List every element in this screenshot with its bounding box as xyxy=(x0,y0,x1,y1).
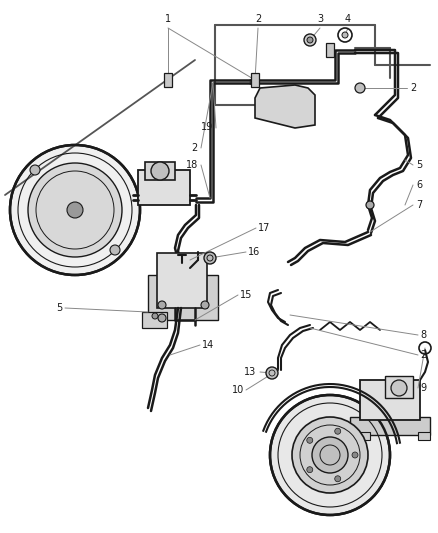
Circle shape xyxy=(292,417,368,493)
Text: 16: 16 xyxy=(248,247,260,257)
Circle shape xyxy=(201,301,209,309)
Circle shape xyxy=(312,437,348,473)
Circle shape xyxy=(366,201,374,209)
Circle shape xyxy=(342,32,348,38)
Circle shape xyxy=(335,428,341,434)
FancyBboxPatch shape xyxy=(142,312,167,328)
Circle shape xyxy=(158,314,166,322)
Circle shape xyxy=(158,301,166,309)
Text: 9: 9 xyxy=(420,383,426,393)
Text: 13: 13 xyxy=(244,367,256,377)
Text: 2: 2 xyxy=(255,14,261,24)
Text: 15: 15 xyxy=(240,290,252,300)
Polygon shape xyxy=(255,85,315,128)
Text: 5: 5 xyxy=(416,160,422,170)
Text: 6: 6 xyxy=(416,180,422,190)
Circle shape xyxy=(307,437,313,443)
Circle shape xyxy=(152,313,158,319)
FancyBboxPatch shape xyxy=(418,432,430,440)
Text: 1: 1 xyxy=(165,14,171,24)
Circle shape xyxy=(10,145,140,275)
Circle shape xyxy=(335,476,341,482)
Bar xyxy=(164,73,172,87)
FancyBboxPatch shape xyxy=(148,275,218,320)
Circle shape xyxy=(304,34,316,46)
Circle shape xyxy=(266,367,278,379)
Text: 17: 17 xyxy=(258,223,270,233)
FancyBboxPatch shape xyxy=(360,380,420,420)
FancyBboxPatch shape xyxy=(350,417,430,435)
Text: 18: 18 xyxy=(186,160,198,170)
FancyBboxPatch shape xyxy=(157,253,207,308)
Circle shape xyxy=(110,245,120,255)
Text: 2: 2 xyxy=(410,83,416,93)
Text: 14: 14 xyxy=(202,340,214,350)
Circle shape xyxy=(151,162,169,180)
Text: 4: 4 xyxy=(345,14,351,24)
Text: 2: 2 xyxy=(192,143,198,153)
Text: 5: 5 xyxy=(56,303,62,313)
Circle shape xyxy=(391,380,407,396)
Circle shape xyxy=(28,163,122,257)
Circle shape xyxy=(270,395,390,515)
Circle shape xyxy=(307,467,313,473)
FancyBboxPatch shape xyxy=(138,170,190,205)
FancyBboxPatch shape xyxy=(358,432,370,440)
Circle shape xyxy=(355,83,365,93)
Circle shape xyxy=(307,37,313,43)
Bar xyxy=(251,73,259,87)
Text: 7: 7 xyxy=(416,200,422,210)
Text: 10: 10 xyxy=(232,385,244,395)
Circle shape xyxy=(30,165,40,175)
Text: 19: 19 xyxy=(201,122,213,132)
Circle shape xyxy=(204,252,216,264)
FancyBboxPatch shape xyxy=(145,162,175,180)
FancyBboxPatch shape xyxy=(385,376,413,398)
Circle shape xyxy=(67,202,83,218)
Text: 2: 2 xyxy=(420,350,426,360)
Text: 8: 8 xyxy=(420,330,426,340)
Text: 3: 3 xyxy=(317,14,323,24)
Bar xyxy=(326,43,334,57)
Circle shape xyxy=(352,452,358,458)
